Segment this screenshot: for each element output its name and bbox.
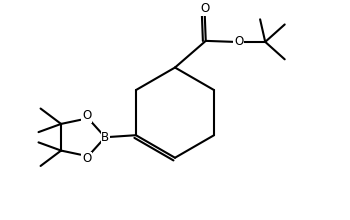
- Text: B: B: [101, 131, 109, 144]
- Text: O: O: [82, 109, 91, 122]
- Text: O: O: [82, 152, 91, 165]
- Text: O: O: [234, 35, 243, 48]
- Text: O: O: [200, 2, 209, 15]
